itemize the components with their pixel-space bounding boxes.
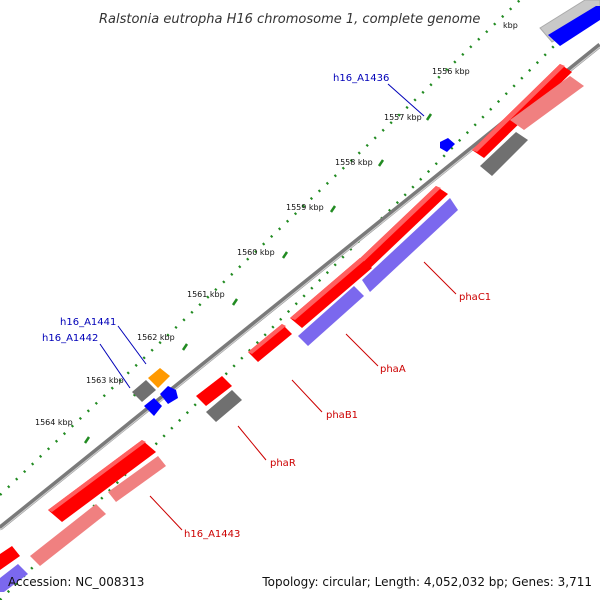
gene-h16_A1443-light-2[interactable]: [30, 504, 106, 566]
gene-left-rna[interactable]: [0, 564, 28, 592]
gene-h16_A1436[interactable]: [440, 138, 455, 152]
gene-phaC1-rna[interactable]: [362, 198, 458, 292]
map-title: Ralstonia eutropha H16 chromosome 1, com…: [99, 12, 480, 27]
gene-label-phaA[interactable]: phaA: [380, 364, 406, 375]
gene-phaB1[interactable]: [248, 324, 292, 362]
gene-phaR[interactable]: [196, 376, 232, 406]
gene-label-h16_A1441[interactable]: h16_A1441: [60, 317, 116, 328]
ruler-label-1556: 1556 kbp: [432, 67, 470, 76]
gene-label-phaC1[interactable]: phaC1: [459, 292, 491, 303]
gene-label-phaB1[interactable]: phaB1: [326, 410, 358, 421]
gene-h16_A1443-light[interactable]: [108, 456, 166, 502]
ruler-label-partial: kbp: [503, 21, 518, 30]
label-leader-lines: [99, 83, 457, 531]
gene-h16_A1442[interactable]: [144, 386, 178, 416]
accession-text: Accession: NC_008313: [8, 575, 144, 589]
gene-phaC1[interactable]: [472, 64, 572, 158]
ruler-label-1560: 1560 kbp: [237, 248, 275, 257]
gene-h16_A1443[interactable]: [48, 440, 156, 522]
ruler-label-1559: 1559 kbp: [286, 203, 324, 212]
gene-h16_A1441-gray[interactable]: [132, 380, 156, 402]
ruler-label-1558: 1558 kbp: [335, 158, 373, 167]
gene-left-red[interactable]: [0, 546, 20, 570]
gene-phaA-rna[interactable]: [298, 286, 364, 346]
ruler-label-1564: 1564 kbp: [35, 418, 73, 427]
gene-label-h16_A1442[interactable]: h16_A1442: [42, 333, 98, 344]
ruler-label-1561: 1561 kbp: [187, 290, 225, 299]
gene-h16_A1441[interactable]: [148, 368, 170, 388]
ruler-label-1562: 1562 kbp: [137, 333, 175, 342]
gene-phaA[interactable]: [290, 258, 372, 328]
gene-label-h16_A1443[interactable]: h16_A1443: [184, 529, 240, 540]
gene-phaR-gray[interactable]: [206, 390, 242, 422]
gene-phaC1-2[interactable]: [352, 186, 448, 274]
ruler-label-1557: 1557 kbp: [384, 113, 422, 122]
gene-label-h16_A1436[interactable]: h16_A1436: [333, 73, 389, 84]
topology-text: Topology: circular; Length: 4,052,032 bp…: [261, 575, 592, 589]
gene-phaC1-light[interactable]: [510, 76, 584, 130]
gene-label-phaR[interactable]: phaR: [270, 458, 296, 469]
gene-h16_A1436-top[interactable]: [539, 0, 600, 46]
ruler-label-1563: 1563 kbp: [86, 376, 124, 385]
gene-gray-1[interactable]: [480, 132, 528, 176]
